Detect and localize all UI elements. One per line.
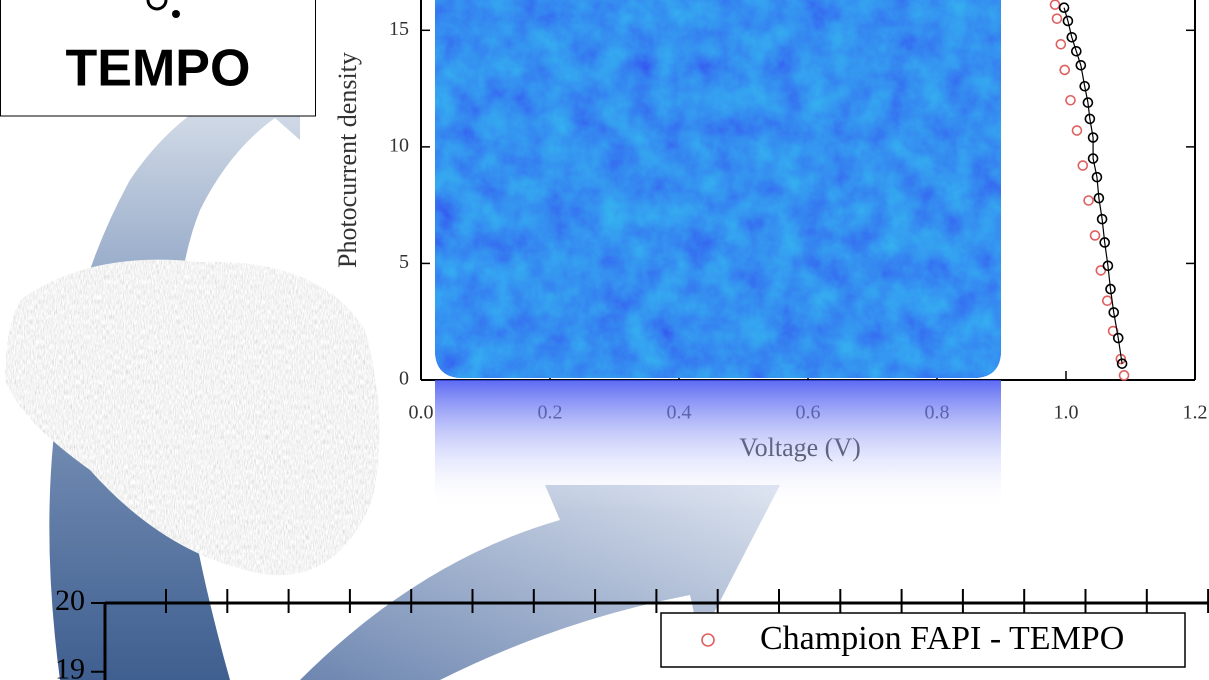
molecule-label: TEMPO [66,40,251,98]
data-point [1077,160,1089,171]
data-point [1058,2,1070,13]
data-point [1079,80,1091,92]
data-point [1082,97,1094,108]
arrow [300,485,780,680]
legend-box [660,612,1186,668]
data-point [1108,307,1120,318]
data-point [1099,237,1110,248]
x-tick-label: 0.0 [409,402,434,424]
data-point [1084,113,1096,125]
legend-label: Champion FAPI - TEMPO [760,620,1124,657]
data-point [1066,32,1078,43]
x-tick-label: 1.0 [1054,402,1079,424]
data-point [1059,64,1071,76]
data-point [1116,358,1128,369]
data-point [1102,260,1114,272]
data-point [1049,0,1061,10]
data-point [1096,213,1108,225]
data-point [1083,195,1094,206]
series-line [1063,7,1123,364]
molecule-box: TEMPO [0,0,316,117]
y-tick-label: 0 [399,368,409,390]
x-tick-label: 1.2 [1183,402,1208,424]
data-point [1118,370,1130,381]
data-point [1101,295,1113,307]
y-tick-label: 20 [55,584,85,617]
y-tick-label: 5 [399,251,409,273]
data-point [1065,94,1076,106]
data-point [1087,153,1099,164]
data-point [1075,59,1087,71]
data-point [1105,283,1116,295]
data-point [1055,38,1067,50]
data-point [1051,13,1063,24]
data-point [1093,192,1105,204]
image-reflection [435,380,1001,510]
box [0,0,316,117]
image-texture [435,0,1001,378]
y-tick-label: 10 [389,134,409,156]
sem-image [435,0,1001,510]
data-point [1089,230,1101,241]
structure [146,0,168,11]
data-point [1095,265,1107,276]
data-point [1112,332,1124,344]
data-point [1071,45,1082,57]
data-point [1087,132,1099,143]
legend-marker [701,633,715,647]
y-axis-label: Photocurrent density [333,52,362,268]
data-point [1071,125,1083,136]
data-point [1091,171,1103,183]
efficiency-chart: 19 20 Champion FAPI - TEMPO [55,584,1209,680]
y-tick-label: 15 [389,18,409,40]
y-tick-label: 19 [55,653,85,680]
structure [172,10,180,18]
data-point [1062,15,1074,27]
